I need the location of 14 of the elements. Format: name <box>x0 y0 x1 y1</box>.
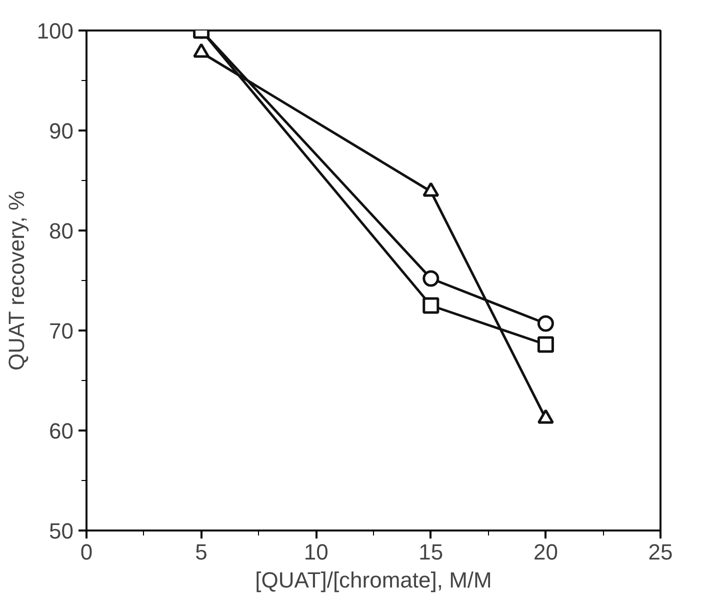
y-tick-label: 60 <box>49 418 74 444</box>
x-tick-label: 20 <box>533 540 558 564</box>
x-tick-label: 15 <box>418 540 444 564</box>
y-tick-label: 50 <box>49 518 74 544</box>
x-tick-label: 0 <box>80 540 93 564</box>
y-tick-label: 100 <box>36 18 74 44</box>
y-tick-label: 80 <box>49 218 74 244</box>
y-tick-label: 90 <box>49 118 74 144</box>
x-tick-label: 5 <box>195 540 208 564</box>
y-axis-title: QUAT recovery, % <box>4 190 29 371</box>
x-tick-label: 10 <box>304 540 328 564</box>
y-tick-label: 70 <box>49 318 74 344</box>
x-tick-label: 25 <box>648 540 673 564</box>
x-axis-title: [QUAT]/[chromate], M/M <box>255 568 492 592</box>
